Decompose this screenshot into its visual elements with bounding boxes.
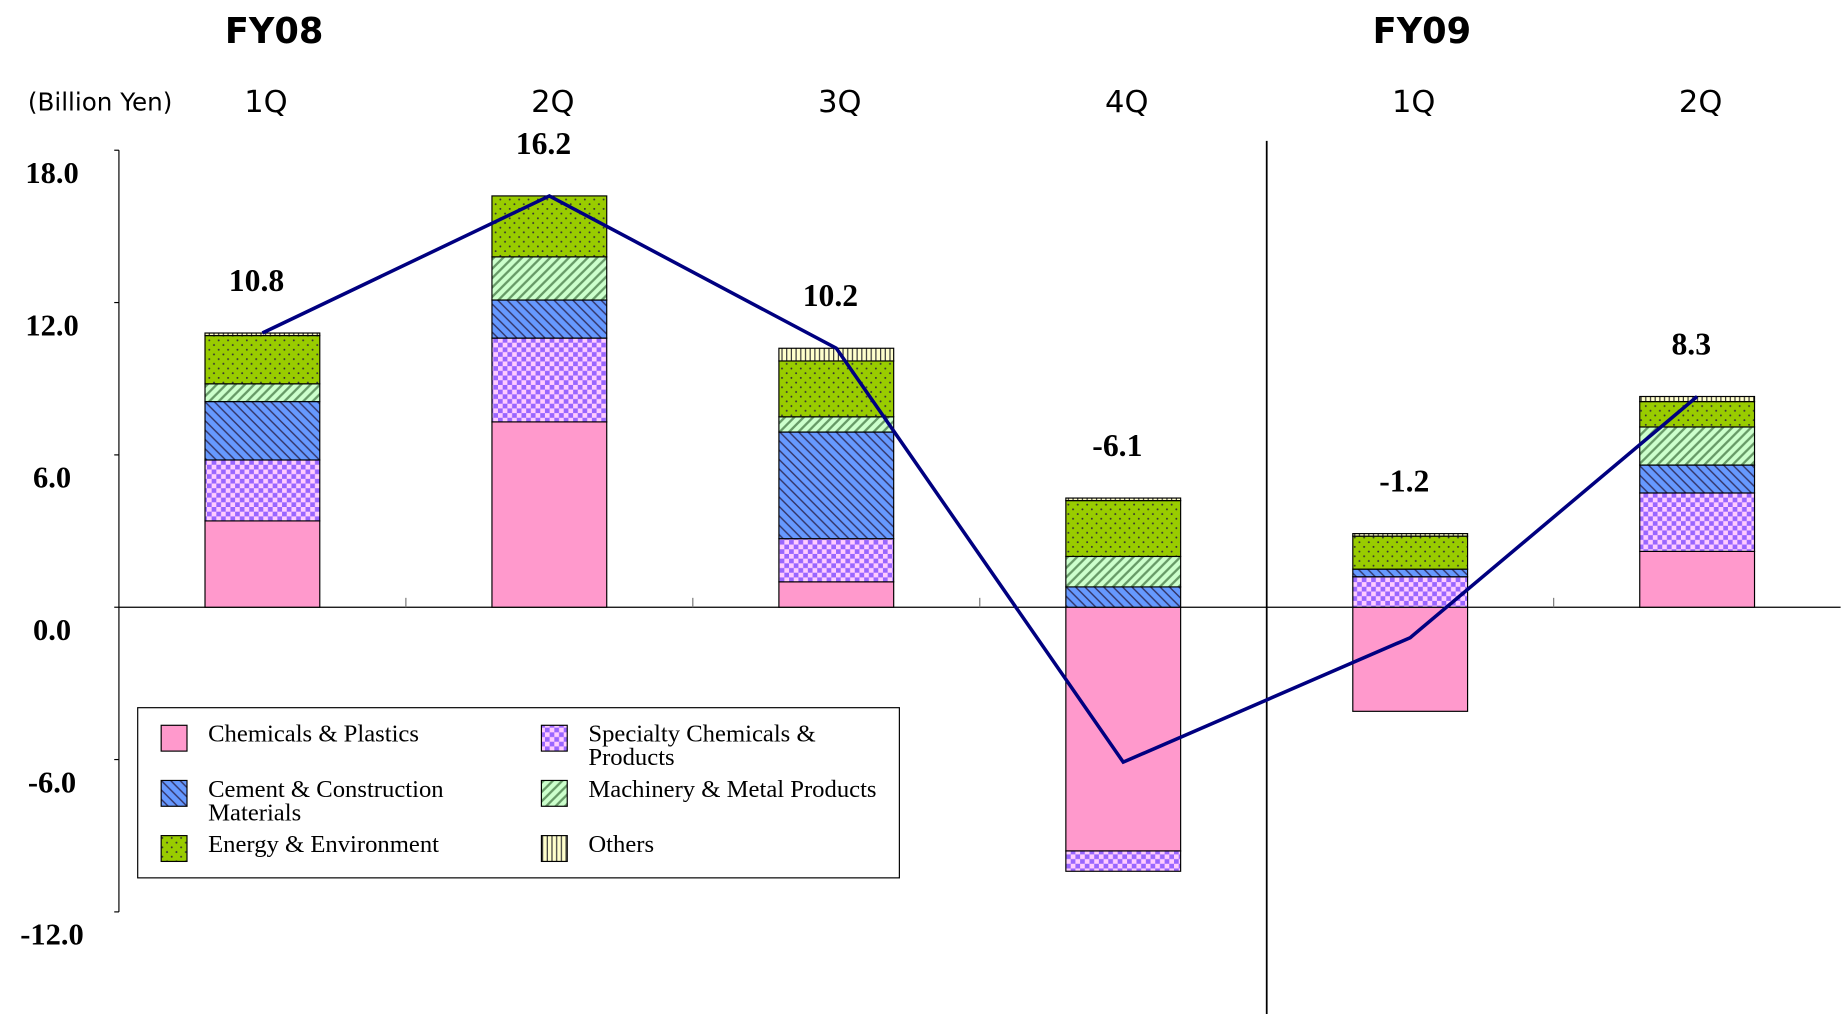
x-tick-label: 2Q: [531, 85, 574, 120]
bar-segment: [204, 400, 321, 461]
bar-segment: [1352, 535, 1469, 570]
bar-segment: [778, 360, 895, 418]
bar-segment: [1352, 568, 1469, 578]
legend-item: Energy & Environment: [208, 832, 440, 858]
y-tick-label: -6.0: [28, 765, 76, 799]
bar-segment: [204, 334, 321, 385]
total-label: -6.1: [1092, 428, 1142, 463]
x-tick-label: 1Q: [244, 85, 287, 120]
legend-item: Machinery & Metal Products: [588, 776, 877, 803]
bar-segment: [1639, 492, 1756, 552]
group-label: FY09: [1373, 11, 1471, 52]
legend-item: Chemicals & Plastics: [208, 721, 419, 748]
bar-segment: [1065, 586, 1182, 608]
bar-segment: [1639, 550, 1756, 608]
y-tick-label: 6.0: [33, 461, 71, 495]
legend-label: Specialty Chemicals & Products: [588, 721, 816, 772]
x-tick-label: 3Q: [818, 85, 861, 120]
bar-segment: [1352, 576, 1469, 608]
legend-item: Others: [588, 832, 655, 858]
unit-label: (Billion Yen): [28, 87, 173, 116]
legend-swatch: [540, 779, 568, 807]
bar-segment: [1065, 497, 1182, 502]
bar-segment: [778, 581, 895, 608]
bar-segment: [1639, 400, 1756, 428]
legend-swatch: [540, 724, 568, 752]
x-tick-label: 1Q: [1392, 85, 1435, 120]
total-label: -1.2: [1379, 464, 1429, 499]
bar-segment: [1065, 850, 1182, 872]
bar-segment: [491, 195, 608, 258]
legend-item: Specialty Chemicals & Products: [588, 721, 816, 772]
bar-segment: [204, 383, 321, 403]
y-tick-label: 12.0: [25, 308, 78, 342]
bar-segment: [778, 538, 895, 583]
legend-box: [137, 707, 900, 879]
bar-segment: [1639, 426, 1756, 466]
bar-segment: [1065, 606, 1182, 852]
bar-segment: [1352, 606, 1469, 712]
legend-label: Cement & Construction Materials: [208, 776, 444, 827]
legend-label: Chemicals & Plastics: [208, 721, 419, 748]
bar-segment: [204, 332, 321, 337]
total-line: [261, 193, 1699, 765]
legend-label: Others: [588, 832, 655, 858]
bar-segment: [1065, 555, 1182, 588]
bar-segment: [1065, 500, 1182, 558]
total-label: 10.2: [803, 278, 858, 313]
legend-swatch: [160, 779, 188, 807]
y-tick-label: 0.0: [33, 613, 71, 647]
y-tick-label: 18.0: [25, 156, 78, 190]
bar-segment: [491, 421, 608, 608]
bar-segment: [491, 337, 608, 423]
legend-item: Cement & Construction Materials: [208, 776, 444, 827]
bar-segment: [204, 459, 321, 522]
x-tick-label: 4Q: [1105, 85, 1148, 120]
bar-segment: [491, 256, 608, 301]
total-label: 8.3: [1671, 326, 1711, 361]
bar-segment: [491, 299, 608, 339]
legend-swatch: [540, 835, 568, 863]
total-label: 10.8: [229, 263, 284, 298]
bar-segment: [778, 431, 895, 540]
bar-segment: [1639, 464, 1756, 494]
x-tick-label: 2Q: [1679, 85, 1722, 120]
total-label: 16.2: [516, 126, 571, 161]
bar-segment: [1352, 533, 1469, 537]
bar-segment: [778, 416, 895, 433]
legend-label: Machinery & Metal Products: [588, 776, 877, 803]
bar-segment: [204, 520, 321, 608]
legend-label: Energy & Environment: [208, 832, 440, 858]
legend-swatch: [160, 724, 188, 752]
group-label: FY08: [225, 11, 323, 52]
y-tick-label: -12.0: [20, 918, 84, 952]
legend-swatch: [160, 835, 188, 863]
